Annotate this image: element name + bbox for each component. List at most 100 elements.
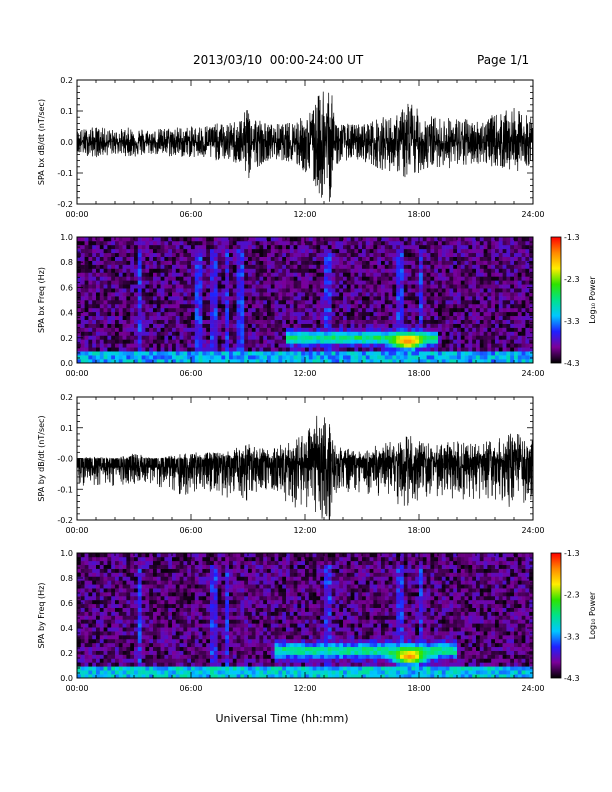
spectrogram-cell	[115, 627, 120, 632]
spectrogram-cell	[198, 256, 203, 261]
spectrogram-cell	[278, 351, 283, 356]
spectrogram-cell	[206, 347, 211, 352]
spectrogram-cell	[320, 264, 325, 269]
spectrogram-cell	[479, 343, 484, 348]
spectrogram-cell	[498, 303, 503, 309]
spectrogram-cell	[468, 300, 473, 305]
spectrogram-cell	[221, 292, 226, 297]
spectrogram-cell	[111, 284, 116, 289]
spectrogram-cell	[339, 237, 344, 242]
spectrogram-cell	[111, 603, 116, 608]
spectrogram-cell	[464, 280, 469, 285]
spectrogram-cell	[149, 284, 154, 289]
spectrogram-cell	[118, 599, 123, 605]
spectrogram-cell	[434, 359, 439, 364]
spectrogram-cell	[149, 599, 154, 605]
spectrogram-cell	[111, 627, 116, 632]
spectrogram-cell	[202, 268, 207, 273]
spectrogram-cell	[343, 260, 348, 265]
spectrogram-cell	[130, 347, 135, 352]
spectrogram-cell	[251, 300, 256, 305]
spectrogram-cell	[99, 359, 104, 364]
spectrogram-cell	[464, 323, 469, 328]
spectrogram-cell	[449, 296, 454, 301]
spectrogram-cell	[137, 327, 142, 332]
spectrogram-cell	[293, 335, 298, 340]
spectrogram-cell	[84, 240, 89, 246]
spectrogram-cell	[468, 252, 473, 257]
spectrogram-cell	[270, 303, 275, 309]
spectrogram-cell	[134, 260, 139, 265]
spectrogram-cell	[305, 359, 310, 364]
spectrogram-cell	[160, 355, 165, 360]
spectrogram-cell	[282, 244, 287, 250]
spectrogram-cell	[483, 359, 488, 364]
spectrogram-cell	[354, 244, 359, 250]
spectrogram-cell	[99, 638, 104, 644]
spectrogram-cell	[460, 280, 465, 285]
spectrogram-cell	[80, 292, 85, 297]
spectrogram-cell	[210, 303, 215, 309]
spectrogram-cell	[126, 240, 131, 246]
spectrogram-cell	[259, 240, 264, 246]
spectrogram-cell	[457, 355, 462, 360]
spectrogram-cell	[517, 248, 522, 254]
spectrogram-cell	[434, 284, 439, 289]
spectrogram-cell	[434, 248, 439, 254]
spectrogram-cell	[122, 568, 127, 573]
spectrogram-cell	[415, 264, 420, 269]
spectrogram-cell	[202, 355, 207, 360]
spectrogram-cell	[449, 237, 454, 242]
spectrogram-cell	[244, 347, 249, 352]
spectrogram-cell	[251, 331, 256, 336]
spectrogram-cell	[236, 343, 241, 348]
spectrogram-cell	[441, 323, 446, 328]
spectrogram-cell	[346, 339, 351, 344]
spectrogram-cell	[164, 256, 169, 261]
spectrogram-cell	[248, 264, 253, 269]
spectrogram-cell	[400, 268, 405, 273]
spectrogram-cell	[282, 335, 287, 340]
spectrogram-cell	[118, 296, 123, 301]
spectrogram-cell	[202, 284, 207, 289]
spectrogram-cell	[327, 240, 332, 246]
spectrogram-cell	[221, 276, 226, 281]
spectrogram-cell	[191, 248, 196, 254]
spectrogram-cell	[217, 280, 222, 285]
spectrogram-cell	[255, 280, 260, 285]
spectrogram-cell	[487, 319, 492, 324]
spectrogram-cell	[122, 268, 127, 273]
spectrogram-cell	[525, 272, 530, 277]
spectrogram-cell	[111, 595, 116, 601]
spectrogram-cell	[122, 635, 127, 640]
spectrogram-cell	[160, 252, 165, 257]
spectrogram-cell	[476, 355, 481, 360]
spectrogram-cell	[77, 319, 82, 324]
spectrogram-cell	[476, 303, 481, 309]
spectrogram-cell	[88, 260, 93, 265]
spectrogram-cell	[153, 237, 158, 242]
spectrogram-cell	[88, 240, 93, 246]
spectrogram-cell	[324, 284, 329, 289]
spectrogram-cell	[362, 327, 367, 332]
spectrogram-cell	[263, 315, 268, 320]
spectrogram-cell	[525, 323, 530, 328]
spectrogram-cell	[407, 347, 412, 352]
spectrogram-cell	[460, 260, 465, 265]
spectrogram-cell	[84, 307, 89, 313]
spectrogram-cell	[422, 335, 427, 340]
spectrogram-cell	[92, 296, 97, 301]
spectrogram-cell	[122, 296, 127, 301]
spectrogram-cell	[396, 240, 401, 246]
spectrogram-cell	[411, 272, 416, 277]
spectrogram-cell	[301, 315, 306, 320]
spectrogram-cell	[221, 256, 226, 261]
spectrogram-cell	[312, 335, 317, 340]
spectrogram-cell	[308, 331, 313, 336]
spectrogram-cell	[514, 292, 519, 297]
spectrogram-cell	[297, 272, 302, 277]
spectrogram-cell	[153, 256, 158, 261]
spectrogram-cell	[88, 319, 93, 324]
spectrogram-cell	[187, 327, 192, 332]
spectrogram-cell	[122, 627, 127, 632]
